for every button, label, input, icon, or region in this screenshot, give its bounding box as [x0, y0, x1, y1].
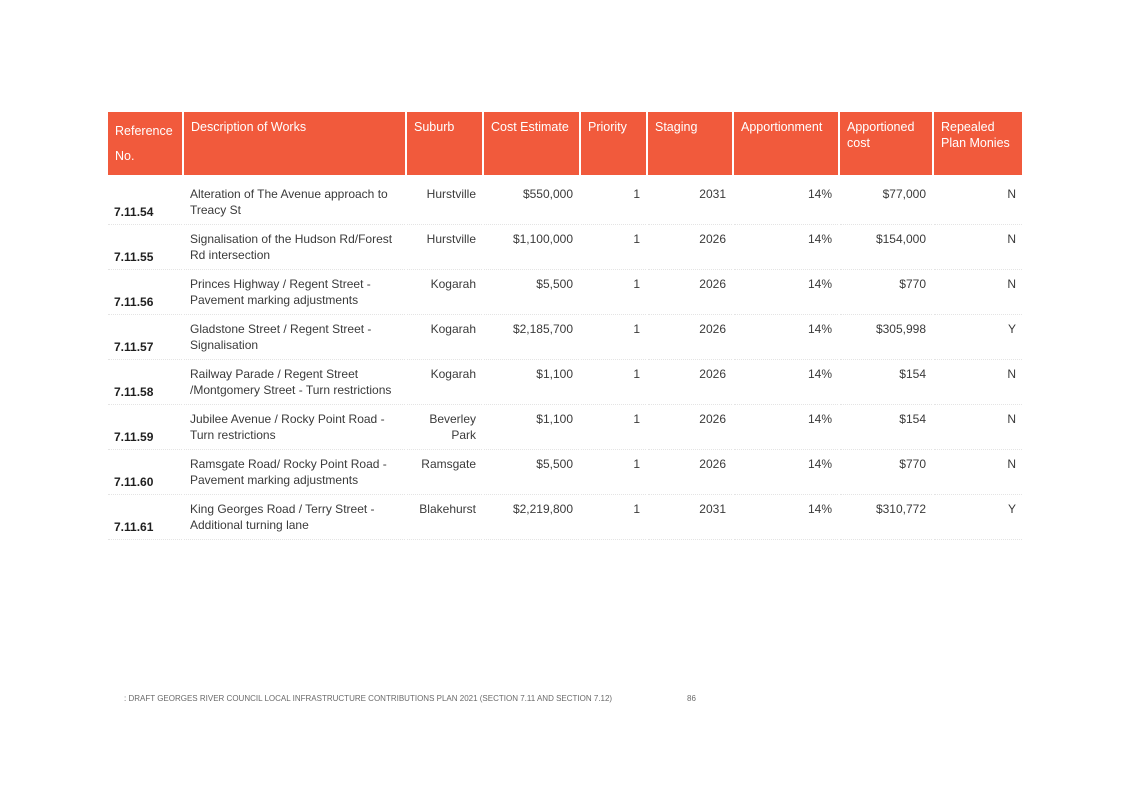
description-of-works: Signalisation of the Hudson Rd/Forest Rd… [184, 225, 405, 270]
suburb: Blakehurst [407, 495, 482, 540]
repealed-plan-monies: Y [934, 495, 1022, 540]
table-row: 7.11.57 Gladstone Street / Regent Street… [108, 315, 1022, 360]
staging: 2026 [648, 315, 732, 360]
table-row: 7.11.61 King Georges Road / Terry Street… [108, 495, 1022, 540]
reference-number: 7.11.60 [108, 450, 182, 495]
table-header-row: Reference No. Description of Works Subur… [108, 112, 1022, 175]
suburb: Kogarah [407, 315, 482, 360]
priority: 1 [581, 175, 646, 225]
staging: 2031 [648, 495, 732, 540]
description-of-works: Gladstone Street / Regent Street - Signa… [184, 315, 405, 360]
priority: 1 [581, 450, 646, 495]
suburb: Hurstville [407, 175, 482, 225]
repealed-plan-monies: N [934, 450, 1022, 495]
table-row: 7.11.54 Alteration of The Avenue approac… [108, 175, 1022, 225]
staging: 2031 [648, 175, 732, 225]
reference-number: 7.11.55 [108, 225, 182, 270]
header-repealed-plan-monies: Repealed Plan Monies [934, 112, 1022, 175]
header-reference: Reference No. [108, 112, 182, 175]
header-apportioned-cost: Apportioned cost [840, 112, 932, 175]
apportioned-cost: $310,772 [840, 495, 932, 540]
apportioned-cost: $770 [840, 270, 932, 315]
reference-number: 7.11.59 [108, 405, 182, 450]
reference-number: 7.11.57 [108, 315, 182, 360]
description-of-works: King Georges Road / Terry Street - Addit… [184, 495, 405, 540]
cost-estimate: $2,185,700 [484, 315, 579, 360]
cost-estimate: $5,500 [484, 450, 579, 495]
cost-estimate: $5,500 [484, 270, 579, 315]
repealed-plan-monies: N [934, 270, 1022, 315]
staging: 2026 [648, 360, 732, 405]
description-of-works: Jubilee Avenue / Rocky Point Road - Turn… [184, 405, 405, 450]
staging: 2026 [648, 450, 732, 495]
apportionment: 14% [734, 495, 838, 540]
apportionment: 14% [734, 315, 838, 360]
description-of-works: Alteration of The Avenue approach to Tre… [184, 175, 405, 225]
repealed-plan-monies: N [934, 405, 1022, 450]
header-cost-estimate: Cost Estimate [484, 112, 579, 175]
header-staging: Staging [648, 112, 732, 175]
apportionment: 14% [734, 360, 838, 405]
cost-estimate: $1,100 [484, 360, 579, 405]
priority: 1 [581, 225, 646, 270]
reference-number: 7.11.61 [108, 495, 182, 540]
apportionment: 14% [734, 270, 838, 315]
apportionment: 14% [734, 175, 838, 225]
apportionment: 14% [734, 450, 838, 495]
repealed-plan-monies: N [934, 360, 1022, 405]
priority: 1 [581, 315, 646, 360]
repealed-plan-monies: N [934, 225, 1022, 270]
reference-number: 7.11.56 [108, 270, 182, 315]
description-of-works: Railway Parade / Regent Street /Montgome… [184, 360, 405, 405]
header-suburb: Suburb [407, 112, 482, 175]
repealed-plan-monies: Y [934, 315, 1022, 360]
priority: 1 [581, 360, 646, 405]
priority: 1 [581, 405, 646, 450]
cost-estimate: $550,000 [484, 175, 579, 225]
suburb: Kogarah [407, 270, 482, 315]
apportionment: 14% [734, 405, 838, 450]
apportioned-cost: $154,000 [840, 225, 932, 270]
cost-estimate: $2,219,800 [484, 495, 579, 540]
cost-estimate: $1,100 [484, 405, 579, 450]
apportioned-cost: $77,000 [840, 175, 932, 225]
suburb: Ramsgate [407, 450, 482, 495]
apportioned-cost: $770 [840, 450, 932, 495]
priority: 1 [581, 270, 646, 315]
table-row: 7.11.58 Railway Parade / Regent Street /… [108, 360, 1022, 405]
description-of-works: Ramsgate Road/ Rocky Point Road - Paveme… [184, 450, 405, 495]
contributions-works-table: Reference No. Description of Works Subur… [106, 112, 1024, 540]
apportionment: 14% [734, 225, 838, 270]
table-row: 7.11.60 Ramsgate Road/ Rocky Point Road … [108, 450, 1022, 495]
staging: 2026 [648, 225, 732, 270]
apportioned-cost: $154 [840, 405, 932, 450]
apportioned-cost: $305,998 [840, 315, 932, 360]
suburb: Kogarah [407, 360, 482, 405]
repealed-plan-monies: N [934, 175, 1022, 225]
staging: 2026 [648, 270, 732, 315]
header-apportionment: Apportionment [734, 112, 838, 175]
table-row: 7.11.59 Jubilee Avenue / Rocky Point Roa… [108, 405, 1022, 450]
table-row: 7.11.56 Princes Highway / Regent Street … [108, 270, 1022, 315]
cost-estimate: $1,100,000 [484, 225, 579, 270]
apportioned-cost: $154 [840, 360, 932, 405]
header-priority: Priority [581, 112, 646, 175]
document-footer: : DRAFT GEORGES RIVER COUNCIL LOCAL INFR… [124, 694, 613, 703]
header-reference-label: Reference No. [115, 124, 173, 163]
reference-number: 7.11.58 [108, 360, 182, 405]
priority: 1 [581, 495, 646, 540]
suburb: Beverley Park [407, 405, 482, 450]
description-of-works: Princes Highway / Regent Street - Paveme… [184, 270, 405, 315]
header-description: Description of Works [184, 112, 405, 175]
page-number: 86 [687, 694, 696, 703]
reference-number: 7.11.54 [108, 175, 182, 225]
staging: 2026 [648, 405, 732, 450]
table-row: 7.11.55 Signalisation of the Hudson Rd/F… [108, 225, 1022, 270]
suburb: Hurstville [407, 225, 482, 270]
